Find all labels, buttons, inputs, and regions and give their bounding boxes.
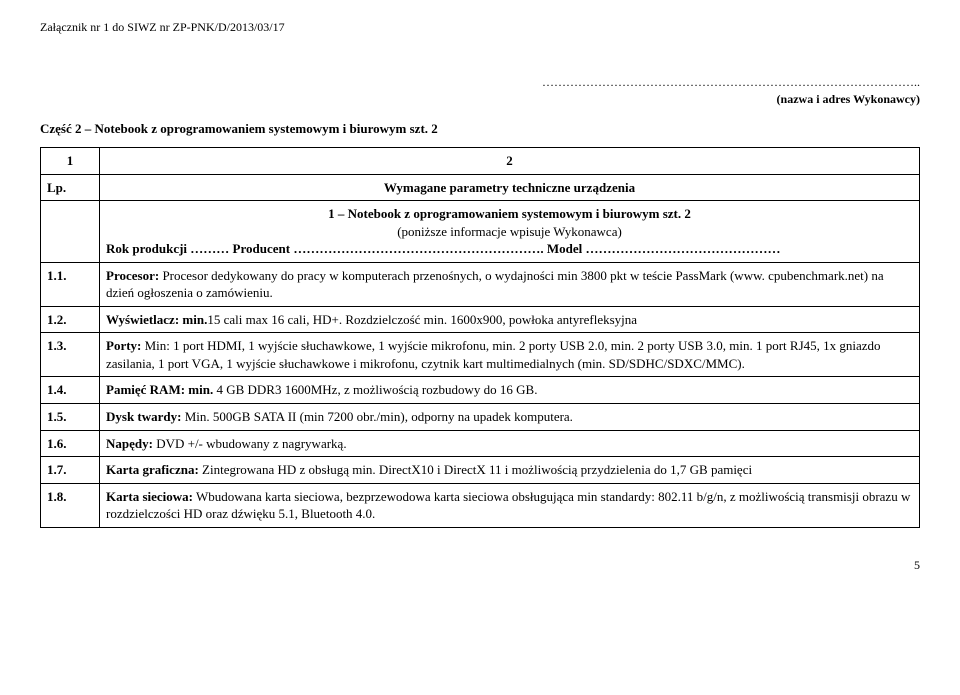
row-num: 1.5.	[41, 404, 100, 431]
row-label: Pamięć RAM: min.	[106, 382, 213, 397]
section-title: Część 2 – Notebook z oprogramowaniem sys…	[40, 121, 920, 137]
desc-line2: (poniższe informacje wpisuje Wykonawca)	[106, 223, 913, 241]
col-number-1: 1	[41, 148, 100, 175]
row-label: Napędy:	[106, 436, 153, 451]
attachment-header: Załącznik nr 1 do SIWZ nr ZP-PNK/D/2013/…	[40, 20, 920, 35]
row-num: 1.6.	[41, 430, 100, 457]
row-desc: Porty: Min: 1 port HDMI, 1 wyjście słuch…	[100, 333, 920, 377]
col-header-params: Wymagane parametry techniczne urządzenia	[100, 174, 920, 201]
row-label: Wyświetlacz: min.	[106, 312, 207, 327]
table-row: 1.8. Karta sieciowa: Wbudowana karta sie…	[41, 483, 920, 527]
table-row: 1.5. Dysk twardy: Min. 500GB SATA II (mi…	[41, 404, 920, 431]
page-number: 5	[40, 558, 920, 573]
row-label: Dysk twardy:	[106, 409, 181, 424]
row-desc: Procesor: Procesor dedykowany do pracy w…	[100, 262, 920, 306]
desc-line1: 1 – Notebook z oprogramowaniem systemowy…	[106, 205, 913, 223]
row-text: Wbudowana karta sieciowa, bezprzewodowa …	[106, 489, 910, 522]
table-row: 1.2. Wyświetlacz: min.15 cali max 16 cal…	[41, 306, 920, 333]
specification-table: 1 2 Lp. Wymagane parametry techniczne ur…	[40, 147, 920, 528]
lp-label: Lp.	[41, 174, 100, 201]
signature-label: (nazwa i adres Wykonawcy)	[40, 92, 920, 107]
row-num: 1.4.	[41, 377, 100, 404]
table-row: 1.7. Karta graficzna: Zintegrowana HD z …	[41, 457, 920, 484]
row-text: DVD +/- wbudowany z nagrywarką.	[153, 436, 347, 451]
row-text: Min: 1 port HDMI, 1 wyjście słuchawkowe,…	[106, 338, 881, 371]
row-num: 1.7.	[41, 457, 100, 484]
row-num: 1.1.	[41, 262, 100, 306]
row-desc: Karta sieciowa: Wbudowana karta sieciowa…	[100, 483, 920, 527]
row-num: 1.3.	[41, 333, 100, 377]
row-label: Procesor:	[106, 268, 159, 283]
row-desc: Karta graficzna: Zintegrowana HD z obsłu…	[100, 457, 920, 484]
row-desc: Pamięć RAM: min. 4 GB DDR3 1600MHz, z mo…	[100, 377, 920, 404]
row-label: Porty:	[106, 338, 145, 353]
row-desc: Dysk twardy: Min. 500GB SATA II (min 720…	[100, 404, 920, 431]
table-row: 1.4. Pamięć RAM: min. 4 GB DDR3 1600MHz,…	[41, 377, 920, 404]
col-number-2: 2	[100, 148, 920, 175]
table-row: 1.1. Procesor: Procesor dedykowany do pr…	[41, 262, 920, 306]
row-desc: Napędy: DVD +/- wbudowany z nagrywarką.	[100, 430, 920, 457]
table-row: 1.3. Porty: Min: 1 port HDMI, 1 wyjście …	[41, 333, 920, 377]
row-text: Zintegrowana HD z obsługą min. DirectX10…	[199, 462, 752, 477]
row-label: Karta graficzna:	[106, 462, 199, 477]
desc-line3: Rok produkcji ……… Producent …………………………………	[106, 240, 913, 258]
row-desc: Wyświetlacz: min.15 cali max 16 cali, HD…	[100, 306, 920, 333]
row-text: 4 GB DDR3 1600MHz, z możliwością rozbudo…	[213, 382, 537, 397]
empty-cell	[41, 201, 100, 263]
row-num: 1.2.	[41, 306, 100, 333]
dotted-signature-line: …………………………………………………………………………………..	[40, 75, 920, 90]
row-text: 15 cali max 16 cali, HD+. Rozdzielczość …	[207, 312, 637, 327]
row-text: Procesor dedykowany do pracy w komputera…	[106, 268, 884, 301]
table-row: 1 – Notebook z oprogramowaniem systemowy…	[41, 201, 920, 263]
row-label: Karta sieciowa:	[106, 489, 193, 504]
row-num: 1.8.	[41, 483, 100, 527]
table-row: 1 2	[41, 148, 920, 175]
device-description-header: 1 – Notebook z oprogramowaniem systemowy…	[100, 201, 920, 263]
table-row: Lp. Wymagane parametry techniczne urządz…	[41, 174, 920, 201]
table-row: 1.6. Napędy: DVD +/- wbudowany z nagrywa…	[41, 430, 920, 457]
row-text: Min. 500GB SATA II (min 7200 obr./min), …	[181, 409, 572, 424]
